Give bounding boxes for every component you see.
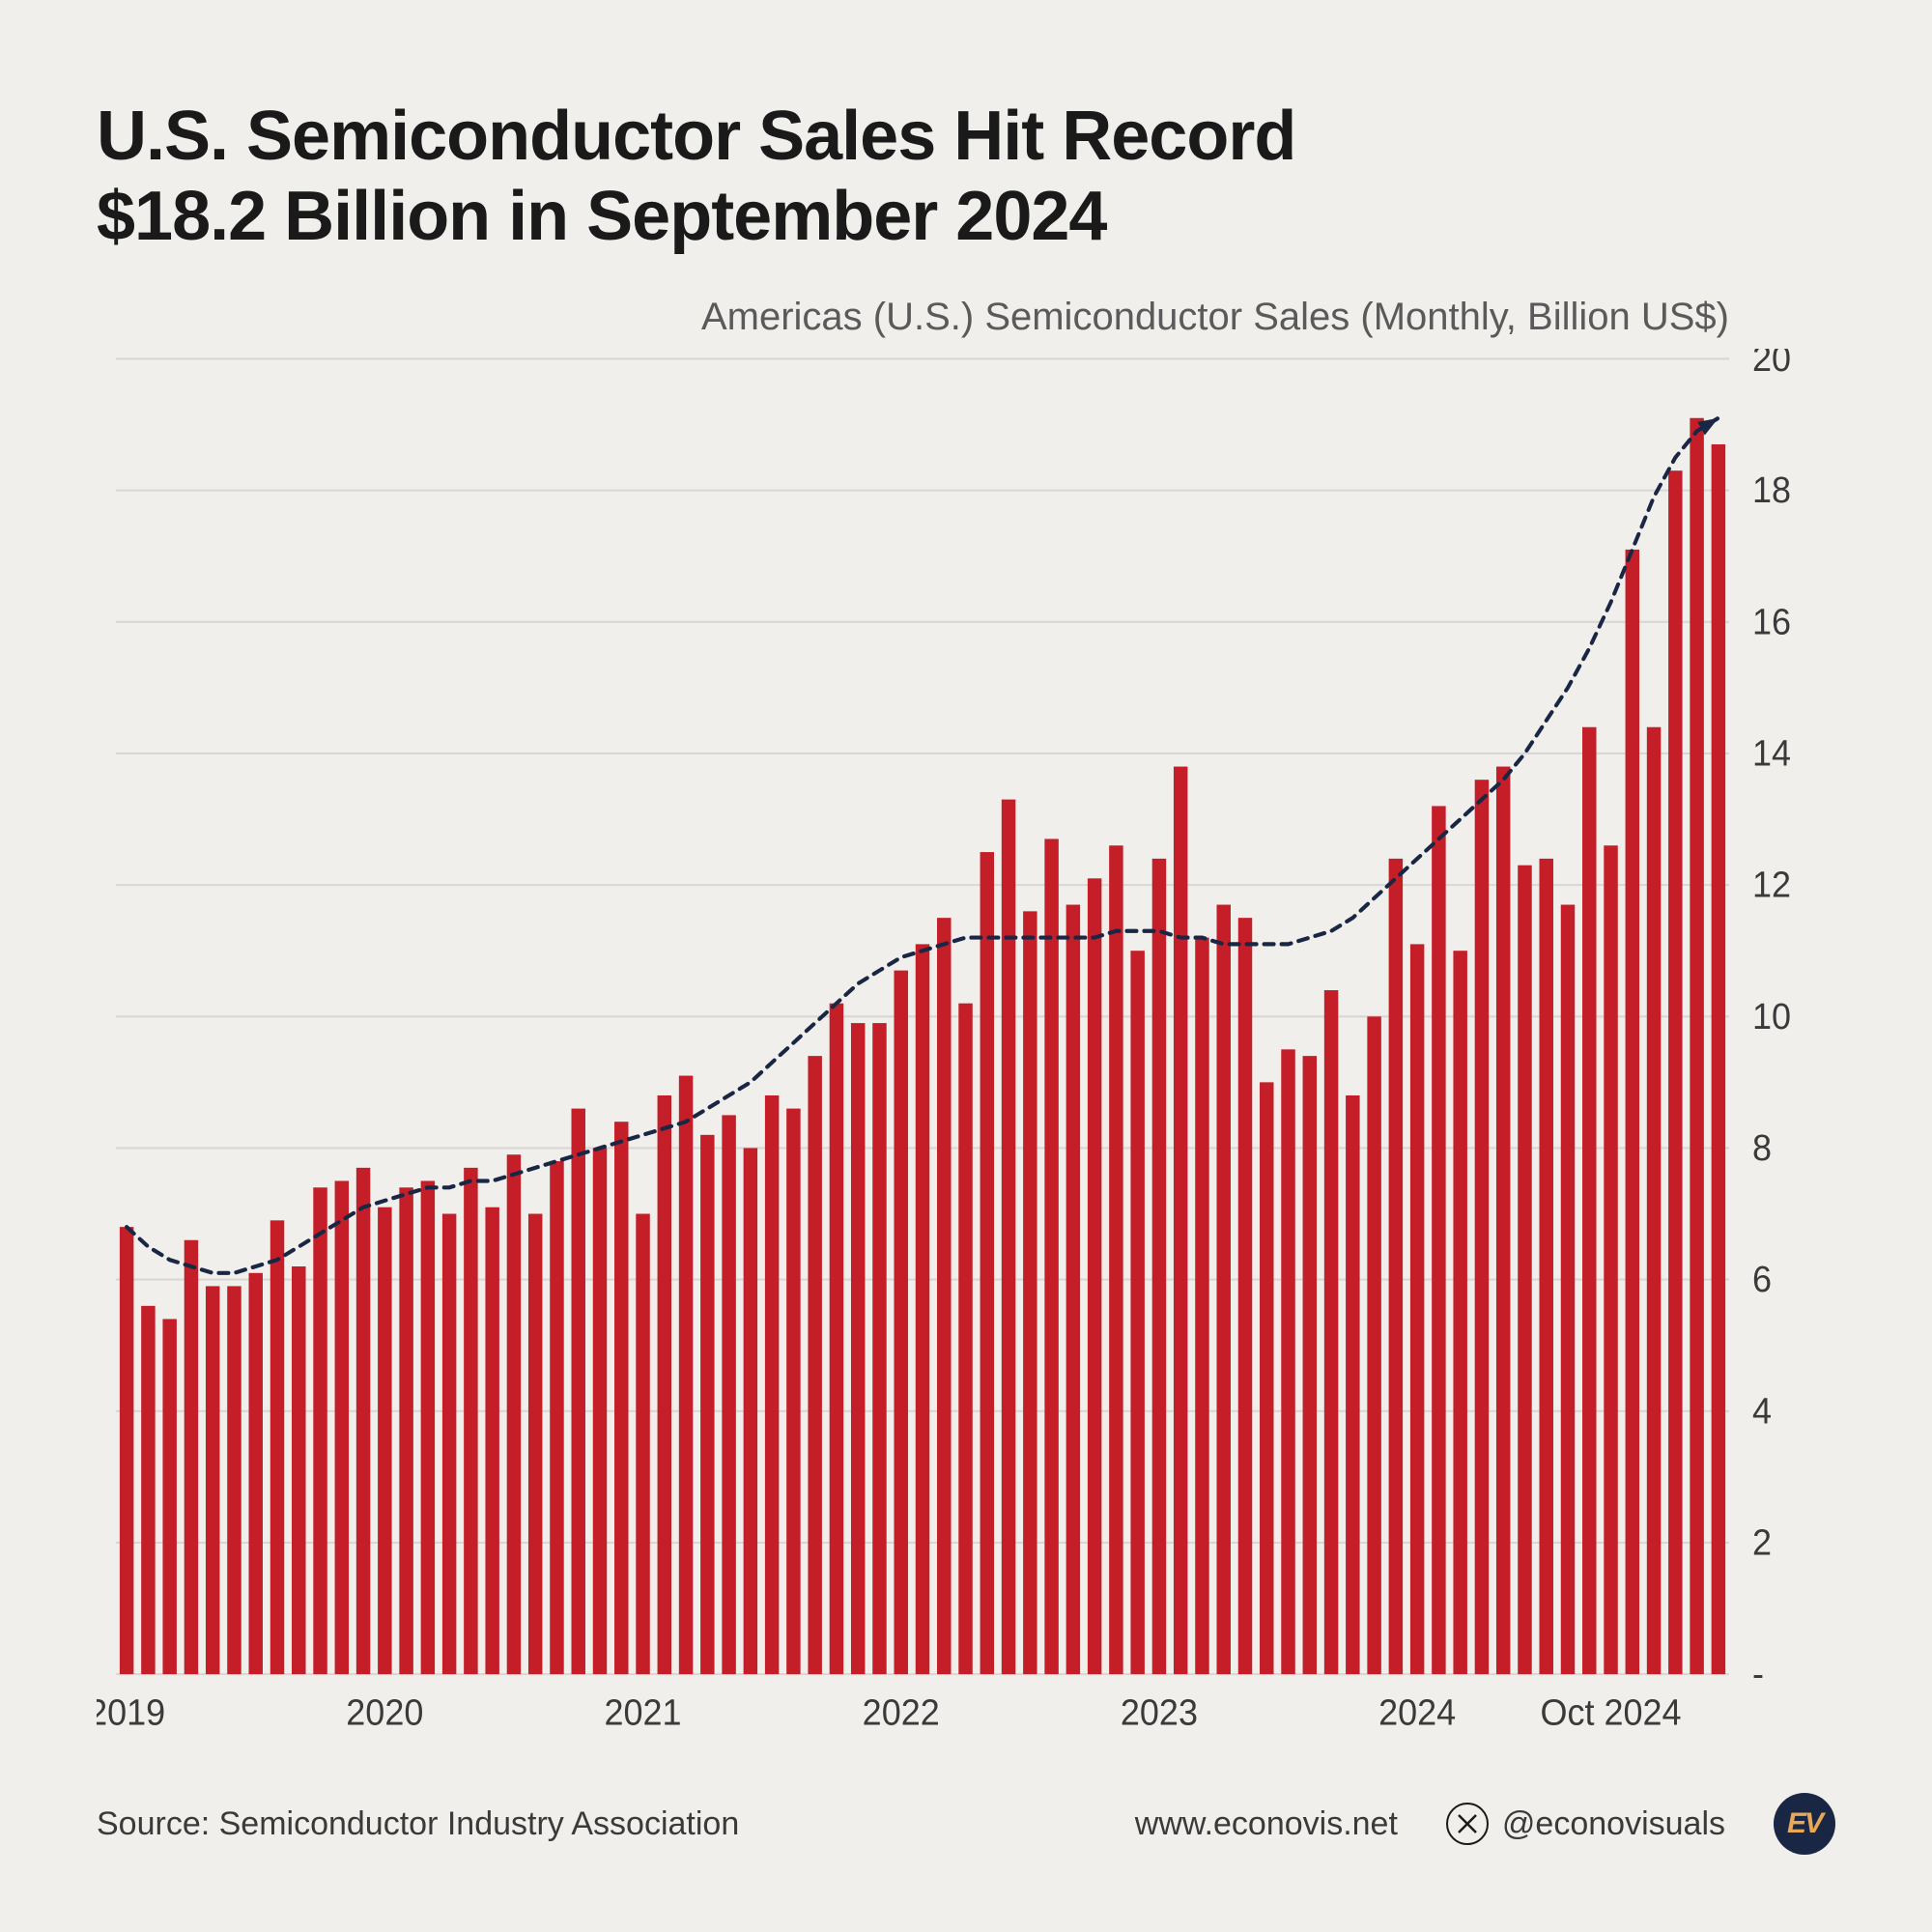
svg-text:2021: 2021	[604, 1691, 681, 1732]
footer: Source: Semiconductor Industry Associati…	[97, 1793, 1835, 1855]
logo-text: EV	[1787, 1807, 1822, 1840]
svg-text:2019: 2019	[97, 1691, 165, 1732]
svg-text:-: -	[1752, 1653, 1764, 1693]
svg-text:2023: 2023	[1121, 1691, 1198, 1732]
social-handle-group: @econovisuals	[1446, 1803, 1725, 1845]
svg-text:12: 12	[1752, 865, 1791, 905]
svg-text:20: 20	[1752, 349, 1791, 379]
chart-title: U.S. Semiconductor Sales Hit Record $18.…	[97, 97, 1835, 257]
website-url: www.econovis.net	[1135, 1805, 1398, 1843]
x-icon	[1446, 1803, 1489, 1845]
svg-text:14: 14	[1752, 732, 1791, 773]
social-handle: @econovisuals	[1502, 1805, 1725, 1843]
ev-logo: EV	[1774, 1793, 1835, 1855]
title-line-1: U.S. Semiconductor Sales Hit Record	[97, 98, 1295, 175]
title-line-2: $18.2 Billion in September 2024	[97, 178, 1106, 255]
chart-area: - 2 4 6 8 10 12 14 16 18 20 2019 2020 2021 2022 2023 202…	[97, 349, 1835, 1745]
svg-text:4: 4	[1752, 1390, 1772, 1431]
svg-text:16: 16	[1752, 601, 1791, 641]
svg-text:8: 8	[1752, 1127, 1772, 1168]
svg-text:2022: 2022	[863, 1691, 940, 1732]
bar-chart: - 2 4 6 8 10 12 14 16 18 20 2019 2020 2021 2022 2023 202…	[97, 349, 1835, 1745]
chart-subtitle: Americas (U.S.) Semiconductor Sales (Mon…	[97, 296, 1835, 339]
svg-text:6: 6	[1752, 1259, 1772, 1299]
footer-right: www.econovis.net @econovisuals EV	[1135, 1793, 1835, 1855]
svg-text:2024: 2024	[1378, 1691, 1456, 1732]
svg-text:10: 10	[1752, 996, 1791, 1037]
svg-text:2: 2	[1752, 1521, 1772, 1562]
source-text: Source: Semiconductor Industry Associati…	[97, 1805, 739, 1843]
svg-text:Oct 2024: Oct 2024	[1540, 1691, 1681, 1732]
svg-text:18: 18	[1752, 469, 1791, 510]
svg-text:2020: 2020	[346, 1691, 423, 1732]
